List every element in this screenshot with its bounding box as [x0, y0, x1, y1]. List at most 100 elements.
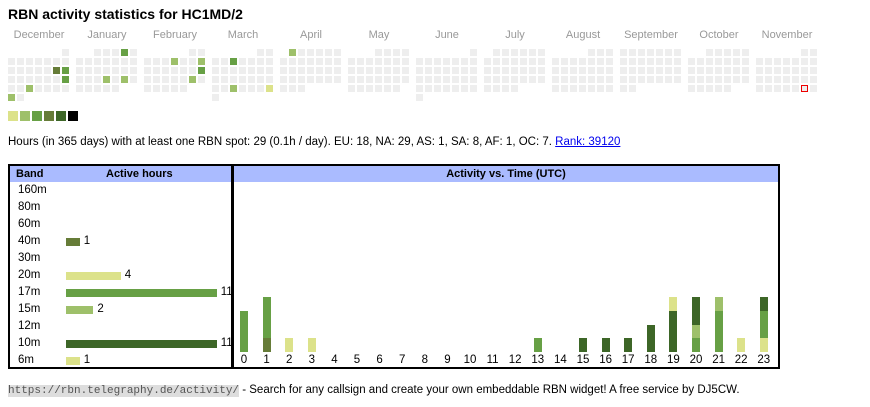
- day-cell[interactable]: [425, 85, 432, 92]
- day-cell[interactable]: [529, 49, 536, 56]
- day-cell[interactable]: [810, 76, 817, 83]
- day-cell[interactable]: [606, 76, 613, 83]
- day-cell[interactable]: [239, 85, 246, 92]
- day-cell[interactable]: [470, 49, 477, 56]
- day-cell[interactable]: [266, 85, 273, 92]
- day-cell[interactable]: [801, 67, 808, 74]
- day-cell[interactable]: [810, 58, 817, 65]
- day-cell[interactable]: [511, 58, 518, 65]
- day-cell[interactable]: [434, 67, 441, 74]
- day-cell[interactable]: [647, 58, 654, 65]
- day-cell[interactable]: [561, 67, 568, 74]
- day-cell[interactable]: [715, 67, 722, 74]
- day-cell[interactable]: [810, 67, 817, 74]
- day-cell[interactable]: [280, 85, 287, 92]
- day-cell[interactable]: [402, 67, 409, 74]
- day-cell[interactable]: [588, 58, 595, 65]
- day-cell[interactable]: [298, 58, 305, 65]
- day-cell[interactable]: [239, 58, 246, 65]
- day-cell[interactable]: [280, 58, 287, 65]
- day-cell[interactable]: [561, 58, 568, 65]
- day-cell[interactable]: [588, 76, 595, 83]
- day-cell[interactable]: [153, 76, 160, 83]
- day-cell[interactable]: [144, 67, 151, 74]
- day-cell[interactable]: [416, 67, 423, 74]
- day-cell[interactable]: [715, 76, 722, 83]
- day-cell[interactable]: [35, 67, 42, 74]
- day-cell[interactable]: [230, 58, 237, 65]
- rank-link[interactable]: Rank: 39120: [555, 136, 621, 148]
- day-cell[interactable]: [280, 76, 287, 83]
- day-cell[interactable]: [774, 85, 781, 92]
- day-cell[interactable]: [620, 67, 627, 74]
- footer-url[interactable]: https://rbn.telegraphy.de/activity/: [8, 385, 240, 397]
- day-cell[interactable]: [756, 76, 763, 83]
- day-cell[interactable]: [230, 76, 237, 83]
- day-cell[interactable]: [393, 76, 400, 83]
- day-cell[interactable]: [443, 67, 450, 74]
- day-cell[interactable]: [44, 67, 51, 74]
- day-cell[interactable]: [393, 85, 400, 92]
- day-cell[interactable]: [425, 58, 432, 65]
- day-cell[interactable]: [94, 58, 101, 65]
- day-cell[interactable]: [289, 67, 296, 74]
- day-cell[interactable]: [366, 85, 373, 92]
- day-cell[interactable]: [529, 67, 536, 74]
- day-cell[interactable]: [715, 49, 722, 56]
- day-cell[interactable]: [348, 58, 355, 65]
- day-cell[interactable]: [606, 85, 613, 92]
- day-cell[interactable]: [697, 85, 704, 92]
- day-cell[interactable]: [334, 67, 341, 74]
- day-cell[interactable]: [26, 76, 33, 83]
- day-cell[interactable]: [94, 85, 101, 92]
- day-cell[interactable]: [579, 76, 586, 83]
- day-cell[interactable]: [756, 85, 763, 92]
- day-cell[interactable]: [765, 67, 772, 74]
- day-cell[interactable]: [742, 49, 749, 56]
- day-cell[interactable]: [629, 76, 636, 83]
- day-cell[interactable]: [289, 49, 296, 56]
- day-cell[interactable]: [198, 67, 205, 74]
- day-cell[interactable]: [239, 76, 246, 83]
- day-cell[interactable]: [375, 76, 382, 83]
- day-cell[interactable]: [198, 76, 205, 83]
- day-cell[interactable]: [502, 67, 509, 74]
- day-cell[interactable]: [357, 58, 364, 65]
- day-cell[interactable]: [257, 49, 264, 56]
- day-cell[interactable]: [733, 58, 740, 65]
- day-cell[interactable]: [76, 85, 83, 92]
- day-cell[interactable]: [298, 85, 305, 92]
- day-cell[interactable]: [384, 67, 391, 74]
- day-cell[interactable]: [588, 67, 595, 74]
- day-cell[interactable]: [724, 76, 731, 83]
- day-cell[interactable]: [257, 76, 264, 83]
- day-cell[interactable]: [629, 85, 636, 92]
- day-cell[interactable]: [629, 49, 636, 56]
- day-cell[interactable]: [638, 67, 645, 74]
- day-cell[interactable]: [62, 67, 69, 74]
- day-cell[interactable]: [230, 67, 237, 74]
- day-cell[interactable]: [316, 49, 323, 56]
- day-cell[interactable]: [552, 58, 559, 65]
- day-cell[interactable]: [425, 67, 432, 74]
- day-cell[interactable]: [606, 67, 613, 74]
- day-cell[interactable]: [484, 58, 491, 65]
- day-cell[interactable]: [461, 76, 468, 83]
- day-cell[interactable]: [316, 67, 323, 74]
- day-cell[interactable]: [307, 76, 314, 83]
- day-cell[interactable]: [674, 67, 681, 74]
- day-cell[interactable]: [8, 76, 15, 83]
- day-cell[interactable]: [375, 58, 382, 65]
- day-cell[interactable]: [416, 94, 423, 101]
- day-cell[interactable]: [289, 58, 296, 65]
- day-cell[interactable]: [348, 67, 355, 74]
- day-cell[interactable]: [366, 67, 373, 74]
- day-cell[interactable]: [697, 58, 704, 65]
- day-cell[interactable]: [588, 49, 595, 56]
- day-cell[interactable]: [801, 58, 808, 65]
- day-cell[interactable]: [529, 58, 536, 65]
- day-cell[interactable]: [552, 85, 559, 92]
- day-cell[interactable]: [103, 67, 110, 74]
- day-cell[interactable]: [198, 58, 205, 65]
- day-cell[interactable]: [665, 67, 672, 74]
